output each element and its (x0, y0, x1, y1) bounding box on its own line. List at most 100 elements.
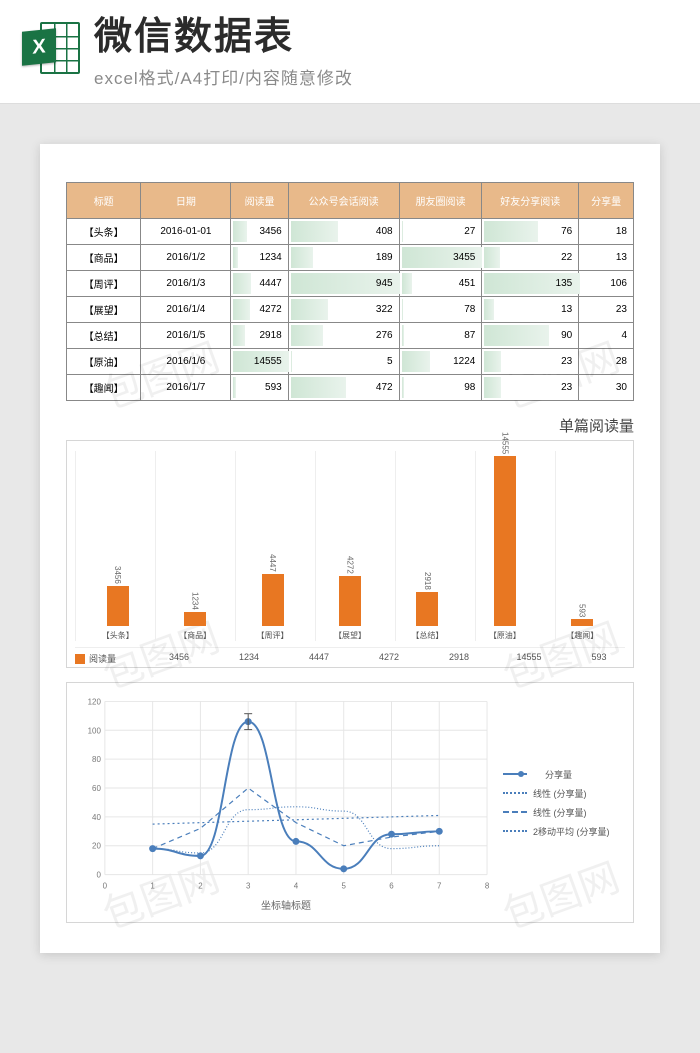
column-header: 朋友圈阅读 (399, 183, 482, 219)
excel-icon-letter: X (22, 28, 56, 66)
table-cell: 13 (579, 245, 634, 271)
svg-text:0: 0 (103, 882, 108, 891)
table-row: 【周评】2016/1/34447945451135106 (67, 271, 634, 297)
svg-text:40: 40 (92, 813, 101, 822)
svg-text:80: 80 (92, 755, 101, 764)
table-cell: 2016/1/4 (141, 297, 231, 323)
bar: 14555【原油】 (472, 432, 537, 641)
column-header: 标题 (67, 183, 141, 219)
x-axis-label: 坐标轴标题 (77, 897, 495, 912)
table-cell: 2016/1/6 (141, 349, 231, 375)
table-cell: 23 (482, 375, 579, 401)
table-cell: 4272 (231, 297, 288, 323)
bar-legend-value: 593 (573, 652, 625, 665)
legend-item: 线性 (分享量) (503, 787, 623, 800)
svg-text:1: 1 (150, 882, 155, 891)
svg-text:6: 6 (389, 882, 394, 891)
table-cell: 2918 (231, 323, 288, 349)
table-cell: 276 (288, 323, 399, 349)
svg-text:60: 60 (92, 784, 101, 793)
svg-text:120: 120 (88, 697, 102, 706)
table-cell: 3455 (399, 245, 482, 271)
data-table: 标题日期阅读量公众号会话阅读朋友圈阅读好友分享阅读分享量 【头条】2016-01… (66, 182, 634, 401)
table-row: 【商品】2016/1/2123418934552213 (67, 245, 634, 271)
svg-text:7: 7 (437, 882, 442, 891)
table-cell: 18 (579, 219, 634, 245)
table-cell: 30 (579, 375, 634, 401)
table-cell: 23 (482, 349, 579, 375)
table-cell: 【商品】 (67, 245, 141, 271)
page-header: X 微信数据表 excel格式/A4打印/内容随意修改 (0, 0, 700, 104)
svg-text:0: 0 (96, 871, 101, 880)
table-cell: 87 (399, 323, 482, 349)
table-cell: 3456 (231, 219, 288, 245)
table-cell: 98 (399, 375, 482, 401)
table-cell: 【原油】 (67, 349, 141, 375)
column-header: 公众号会话阅读 (288, 183, 399, 219)
bar: 1234【商品】 (162, 592, 227, 641)
table-cell: 【展望】 (67, 297, 141, 323)
bar-chart: 3456【头条】1234【商品】 4447【周评】4272【展望】2918【总结】… (66, 440, 634, 668)
table-cell: 22 (482, 245, 579, 271)
table-cell: 28 (579, 349, 634, 375)
table-row: 【展望】2016/1/44272322781323 (67, 297, 634, 323)
svg-text:4: 4 (294, 882, 299, 891)
table-cell: 1234 (231, 245, 288, 271)
svg-text:20: 20 (92, 842, 101, 851)
bar-legend-value: 14555 (503, 652, 555, 665)
svg-text:100: 100 (88, 726, 102, 735)
bar: 4272【展望】 (317, 556, 382, 641)
table-cell: 106 (579, 271, 634, 297)
table-cell: 【头条】 (67, 219, 141, 245)
table-cell: 76 (482, 219, 579, 245)
line-chart-legend: 分享量线性 (分享量)线性 (分享量)2移动平均 (分享量) (495, 693, 623, 912)
bar-chart-title: 单篇阅读量 (66, 415, 634, 436)
bar-legend-label: 阅读量 (75, 652, 135, 665)
table-cell: 593 (231, 375, 288, 401)
table-cell: 2016/1/2 (141, 245, 231, 271)
svg-text:8: 8 (485, 882, 490, 891)
bar-legend-value: 4447 (293, 652, 345, 665)
table-cell: 90 (482, 323, 579, 349)
table-cell: 4 (579, 323, 634, 349)
bar: 4447【周评】 (240, 554, 305, 641)
bar: 593【趣闻】 (550, 604, 615, 641)
table-row: 【头条】2016-01-013456408277618 (67, 219, 634, 245)
table-cell: 5 (288, 349, 399, 375)
table-cell: 27 (399, 219, 482, 245)
table-cell: 945 (288, 271, 399, 297)
table-cell: 1224 (399, 349, 482, 375)
bar: 3456【头条】 (85, 566, 150, 641)
table-cell: 2016/1/5 (141, 323, 231, 349)
svg-text:3: 3 (246, 882, 251, 891)
table-cell: 2016-01-01 (141, 219, 231, 245)
table-cell: 【趣闻】 (67, 375, 141, 401)
bar: 2918【总结】 (395, 572, 460, 641)
table-cell: 408 (288, 219, 399, 245)
table-cell: 23 (579, 297, 634, 323)
bar-legend-value: 1234 (223, 652, 275, 665)
bar-legend-value: 4272 (363, 652, 415, 665)
column-header: 好友分享阅读 (482, 183, 579, 219)
excel-icon: X (22, 18, 80, 76)
table-cell: 【周评】 (67, 271, 141, 297)
svg-text:2: 2 (198, 882, 203, 891)
bar-legend-value: 2918 (433, 652, 485, 665)
table-row: 【原油】2016/1/614555512242328 (67, 349, 634, 375)
page-subtitle: excel格式/A4打印/内容随意修改 (94, 64, 353, 89)
table-cell: 78 (399, 297, 482, 323)
svg-text:5: 5 (342, 882, 347, 891)
table-cell: 13 (482, 297, 579, 323)
table-cell: 【总结】 (67, 323, 141, 349)
legend-item: 分享量 (503, 768, 623, 781)
column-header: 分享量 (579, 183, 634, 219)
table-cell: 451 (399, 271, 482, 297)
line-chart: 0 20 40 60 80 100 120 0 1 2 3 4 5 6 7 8 坐标轴标题 分享量线性 (分享… (66, 682, 634, 923)
table-cell: 135 (482, 271, 579, 297)
table-cell: 4447 (231, 271, 288, 297)
bar-legend-value: 3456 (153, 652, 205, 665)
page-title: 微信数据表 (94, 18, 353, 56)
table-cell: 14555 (231, 349, 288, 375)
document-page: 包图网 包图网 包图网 包图网 包图网 包图网 标题日期阅读量公众号会话阅读朋友… (40, 144, 660, 953)
legend-item: 2移动平均 (分享量) (503, 825, 623, 838)
